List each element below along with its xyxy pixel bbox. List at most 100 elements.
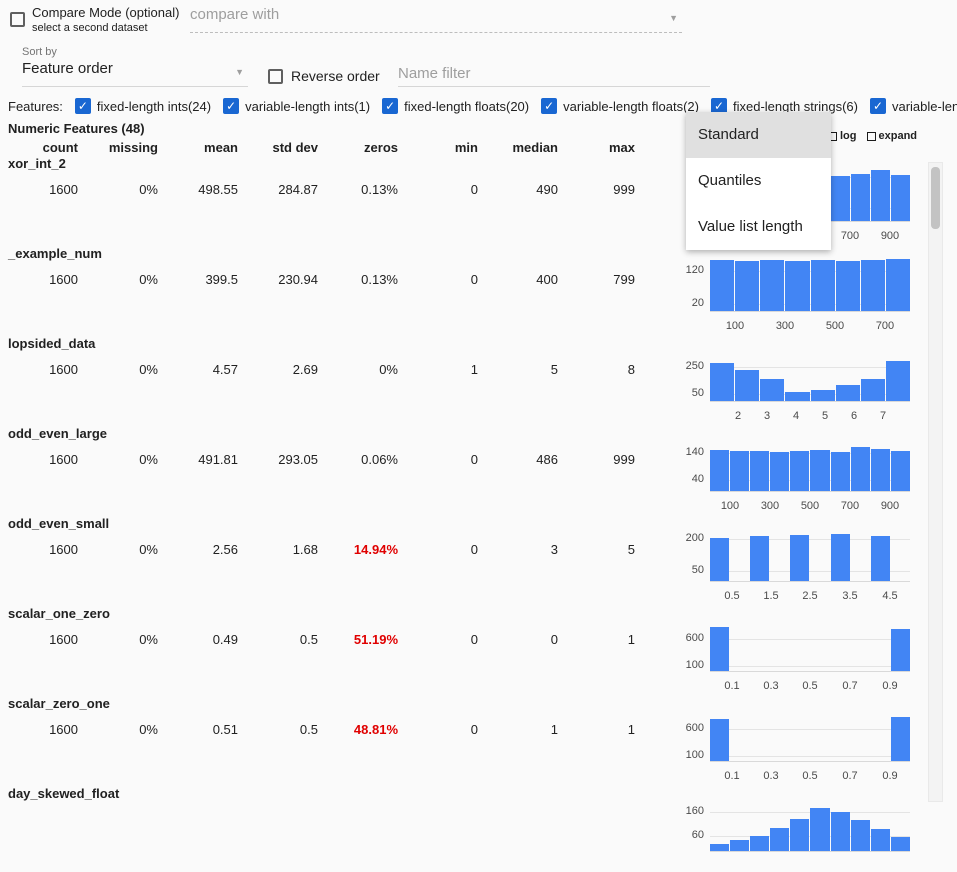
cell-min: 0 bbox=[470, 632, 478, 647]
histogram-bar bbox=[750, 450, 770, 491]
histogram-bar bbox=[790, 535, 810, 581]
feature-histogram[interactable]: 250 50 2 3 4 5 6 7 bbox=[660, 332, 930, 422]
x-axis-tick-label: 300 bbox=[760, 500, 780, 512]
compare-mode-checkbox[interactable] bbox=[10, 12, 25, 32]
chart-mode-option[interactable]: Value list length bbox=[698, 218, 803, 235]
cell-median: 0 bbox=[550, 632, 558, 647]
gridline bbox=[710, 665, 910, 667]
cell-max: 999 bbox=[613, 182, 635, 197]
feature-histogram[interactable]: 140 40 100 300 500 700 900 bbox=[660, 422, 930, 512]
histogram-bar bbox=[870, 449, 890, 491]
histogram-bar bbox=[890, 716, 910, 761]
cell-max: 999 bbox=[613, 452, 635, 467]
feature-type-filter[interactable]: ✓ variable-length ints(1) bbox=[223, 98, 370, 114]
feature-row: day_skewed_float 160 60 bbox=[0, 782, 957, 872]
histogram-bar bbox=[710, 538, 730, 581]
histogram-bar bbox=[785, 391, 810, 401]
checkbox-unchecked-icon bbox=[268, 68, 283, 84]
cell-min: 1 bbox=[470, 362, 478, 377]
y-axis-tick-label: 50 bbox=[691, 563, 704, 576]
gridline bbox=[710, 755, 910, 757]
feature-name: scalar_one_zero bbox=[8, 606, 110, 621]
cell-median: 1 bbox=[550, 722, 558, 737]
histogram-bars bbox=[710, 257, 910, 311]
feature-type-label: fixed-length ints(24) bbox=[96, 98, 212, 114]
feature-histogram[interactable]: 600 100 0.1 0.3 0.5 0.7 0.9 bbox=[660, 692, 930, 782]
name-filter-input[interactable] bbox=[398, 60, 710, 87]
x-axis-tick-label: 500 bbox=[825, 320, 845, 332]
x-axis-tick-label: 2.5 bbox=[802, 590, 818, 602]
cell-median: 5 bbox=[550, 362, 558, 377]
gridline bbox=[710, 304, 910, 306]
cell-mean: 498.55 bbox=[198, 182, 238, 197]
cell-zeros: 0.13% bbox=[361, 272, 398, 287]
feature-type-filter[interactable]: ✓ fixed-length strings(6) bbox=[710, 98, 858, 114]
cell-zeros: 48.81% bbox=[353, 722, 398, 737]
reverse-order-checkbox[interactable]: Reverse order bbox=[268, 68, 380, 84]
expand-checkbox[interactable]: expand bbox=[866, 130, 917, 142]
feature-type-filter[interactable]: ✓ variable-length strings(1) bbox=[869, 98, 957, 114]
histogram-bar bbox=[870, 170, 890, 221]
y-axis-tick-label: 160 bbox=[685, 804, 704, 817]
cell-missing: 0% bbox=[139, 632, 158, 647]
gridline bbox=[710, 638, 910, 640]
cell-median: 486 bbox=[536, 452, 558, 467]
compare-with-placeholder: compare with bbox=[190, 6, 280, 23]
scrollbar-thumb[interactable] bbox=[931, 167, 940, 229]
feature-histogram[interactable]: 200 50 0.5 1.5 2.5 3.5 4.5 bbox=[660, 512, 930, 602]
histogram-bar bbox=[870, 828, 890, 851]
cell-missing: 0% bbox=[139, 182, 158, 197]
histogram-bars bbox=[710, 347, 910, 401]
feature-row: odd_even_large 1600 0% 491.81 293.05 0.06% 0 48… bbox=[0, 422, 957, 512]
cell-max: 8 bbox=[627, 362, 635, 377]
feature-histogram[interactable]: 120 20 100 300 500 700 bbox=[660, 242, 930, 332]
x-axis-tick-label: 2 bbox=[734, 410, 742, 422]
sort-by-select[interactable]: Feature order ▼ bbox=[22, 60, 248, 87]
cell-max: 5 bbox=[627, 542, 635, 557]
gridline bbox=[710, 453, 910, 455]
gridline bbox=[710, 728, 910, 730]
chart-mode-option[interactable]: Standard bbox=[686, 112, 831, 158]
feature-type-filter[interactable]: ✓ variable-length floats(2) bbox=[541, 98, 699, 114]
x-axis-tick-label: 0.5 bbox=[802, 770, 818, 782]
feature-stats: 1600 0% 0.51 0.5 48.81% 0 1 1 bbox=[8, 722, 635, 737]
x-axis-tick-label: 7 bbox=[879, 410, 887, 422]
cell-zeros: 14.94% bbox=[353, 542, 398, 557]
feature-type-filter[interactable]: ✓ fixed-length ints(24) bbox=[74, 98, 212, 114]
cell-median: 400 bbox=[536, 272, 558, 287]
cell-count: 1600 bbox=[49, 182, 78, 197]
histogram-plot bbox=[710, 797, 910, 852]
chart-display-options: log expand bbox=[828, 130, 917, 142]
scrollbar-track[interactable] bbox=[928, 162, 943, 802]
x-axis-tick-label: 0.9 bbox=[882, 770, 898, 782]
x-axis-tick-label: 3.5 bbox=[842, 590, 858, 602]
feature-name: odd_even_large bbox=[8, 426, 107, 441]
checkbox-checked-icon: ✓ bbox=[541, 98, 558, 114]
cell-mean: 491.81 bbox=[198, 452, 238, 467]
cell-stddev: 230.94 bbox=[278, 272, 318, 287]
y-axis-tick-label: 140 bbox=[685, 446, 704, 459]
cell-zeros: 0.13% bbox=[361, 182, 398, 197]
feature-histogram[interactable]: 600 100 0.1 0.3 0.5 0.7 0.9 bbox=[660, 602, 930, 692]
log-checkbox[interactable]: log bbox=[828, 130, 857, 142]
feature-stats: 1600 0% 4.57 2.69 0% 1 5 8 bbox=[8, 362, 635, 377]
histogram-bars bbox=[710, 527, 910, 581]
cell-stddev: 1.68 bbox=[292, 542, 318, 557]
histogram-bar bbox=[735, 369, 760, 401]
x-axis-tick-label: 4.5 bbox=[882, 590, 898, 602]
feature-histogram[interactable]: 160 60 bbox=[660, 782, 930, 872]
y-axis-tick-label: 40 bbox=[691, 473, 704, 486]
feature-type-filter[interactable]: ✓ fixed-length floats(20) bbox=[382, 98, 529, 114]
histogram-bar bbox=[730, 839, 750, 851]
compare-with-select[interactable]: compare with ▼ bbox=[190, 6, 682, 33]
feature-name: day_skewed_float bbox=[8, 786, 120, 801]
x-axis-tick-label: 700 bbox=[840, 500, 860, 512]
histogram-bar bbox=[830, 451, 850, 491]
chart-mode-option[interactable]: Quantiles bbox=[698, 172, 762, 189]
cell-min: 0 bbox=[470, 182, 478, 197]
histogram-bar bbox=[760, 379, 785, 401]
x-axis-tick-label: 0.5 bbox=[724, 590, 740, 602]
histogram-bar bbox=[770, 827, 790, 851]
column-header: median bbox=[512, 140, 558, 155]
y-axis-tick-label: 20 bbox=[691, 297, 704, 310]
